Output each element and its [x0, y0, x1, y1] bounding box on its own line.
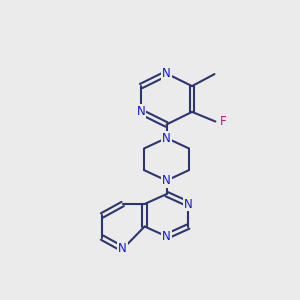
Text: F: F — [220, 115, 226, 128]
Text: N: N — [162, 174, 171, 187]
Text: N: N — [136, 105, 146, 119]
Text: N: N — [162, 230, 171, 243]
Text: N: N — [184, 197, 193, 211]
Text: N: N — [118, 242, 127, 256]
Text: N: N — [162, 131, 171, 145]
Text: N: N — [162, 67, 171, 80]
